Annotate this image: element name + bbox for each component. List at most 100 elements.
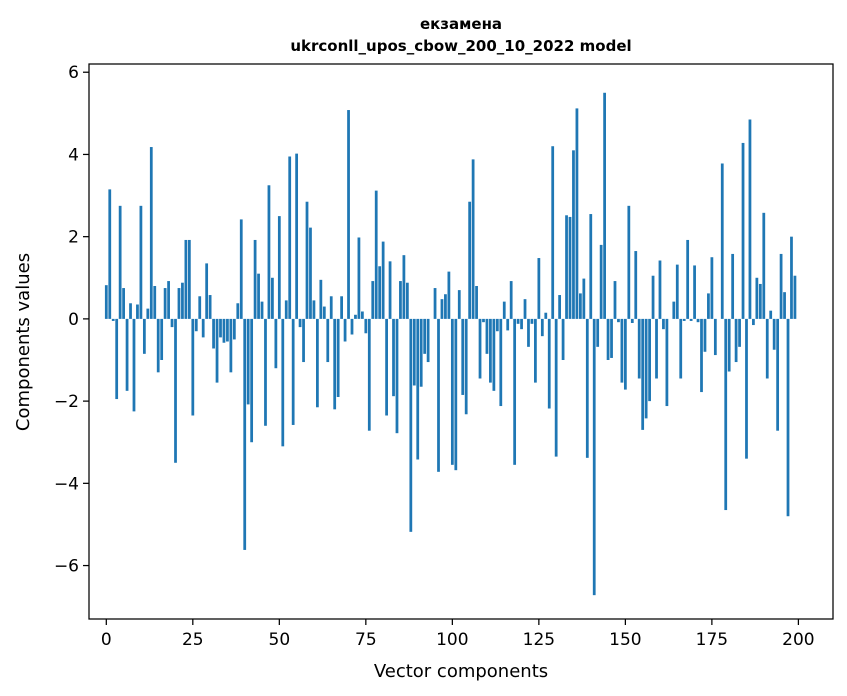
bar (489, 318, 492, 383)
x-tick-label: 200 (782, 630, 814, 650)
bar (305, 201, 309, 319)
bar (163, 288, 167, 319)
bar (596, 318, 600, 347)
bar (499, 318, 503, 407)
bar (437, 318, 440, 472)
bar (741, 142, 745, 319)
x-axis-ticks: 0 25 50 75 100 125 150 175 200 (101, 619, 815, 650)
bar (212, 318, 215, 349)
y-tick-label: 4 (68, 145, 79, 165)
bar (558, 295, 562, 319)
bar (316, 318, 319, 408)
bar (520, 318, 523, 330)
bar (257, 273, 260, 319)
bar (412, 318, 416, 386)
bar (160, 318, 164, 360)
bar (423, 318, 427, 354)
bar (416, 318, 420, 460)
bar (606, 318, 610, 360)
bar (125, 318, 129, 391)
y-tick-label: −6 (54, 557, 79, 577)
bar (277, 216, 281, 319)
bar (516, 318, 520, 324)
bar (111, 318, 115, 321)
bar (108, 189, 112, 319)
bar (298, 318, 302, 328)
bar (350, 318, 354, 335)
bar (565, 215, 568, 319)
bar (312, 300, 316, 319)
x-tick-label: 75 (355, 630, 377, 650)
bar (194, 318, 198, 332)
bar (170, 318, 174, 328)
bar (492, 318, 496, 391)
bar (755, 277, 759, 319)
bar (149, 147, 153, 319)
bar (592, 318, 596, 596)
bar (495, 318, 499, 332)
bar (776, 318, 780, 431)
bar (454, 318, 458, 471)
y-axis-label: Components values (13, 253, 34, 431)
bar (783, 292, 786, 319)
bar (589, 214, 593, 319)
bar (630, 318, 634, 323)
bar (250, 318, 254, 443)
bar (450, 318, 454, 465)
bar (371, 281, 375, 319)
bar (374, 190, 378, 319)
bar (288, 156, 292, 319)
bar (582, 278, 586, 319)
y-tick-label: −4 (54, 474, 79, 494)
bar (613, 281, 617, 319)
bar (274, 318, 278, 369)
bar (599, 244, 603, 319)
bar (226, 318, 229, 342)
x-tick-label: 25 (182, 630, 204, 650)
bar (710, 257, 714, 319)
bar (637, 318, 641, 379)
bar (395, 318, 399, 434)
bar (693, 265, 696, 319)
bar (139, 205, 143, 319)
bar (243, 318, 247, 550)
bar (772, 318, 776, 350)
bar (309, 227, 312, 319)
bar (340, 296, 343, 319)
bar (201, 318, 205, 338)
bar (174, 318, 177, 463)
bar (506, 318, 510, 331)
bar (689, 318, 693, 321)
bar (419, 318, 423, 387)
bar (561, 318, 565, 360)
bar (378, 266, 382, 319)
bar (219, 318, 222, 338)
bar (129, 303, 132, 319)
bar (222, 318, 226, 343)
bar (623, 318, 627, 390)
bar (267, 185, 271, 319)
bar (575, 108, 579, 319)
bar (620, 318, 624, 383)
bar (540, 318, 544, 337)
bar (405, 282, 409, 319)
y-tick-label: 2 (68, 228, 79, 248)
x-tick-label: 100 (436, 630, 468, 650)
bar (354, 314, 357, 319)
bar (482, 318, 485, 323)
bar (333, 318, 337, 410)
x-tick-label: 0 (101, 630, 112, 650)
bar (118, 205, 122, 319)
bar (475, 286, 478, 319)
bar (478, 318, 482, 379)
bar (634, 251, 638, 319)
bar (769, 310, 773, 319)
chart-subtitle: ukrconll_upos_cbow_200_10_2022 model (290, 37, 631, 55)
bar (364, 318, 368, 334)
bar (236, 303, 240, 319)
bar (239, 219, 243, 319)
bar (357, 237, 361, 319)
bar (336, 318, 340, 397)
bar (686, 239, 690, 319)
bar (142, 318, 146, 354)
